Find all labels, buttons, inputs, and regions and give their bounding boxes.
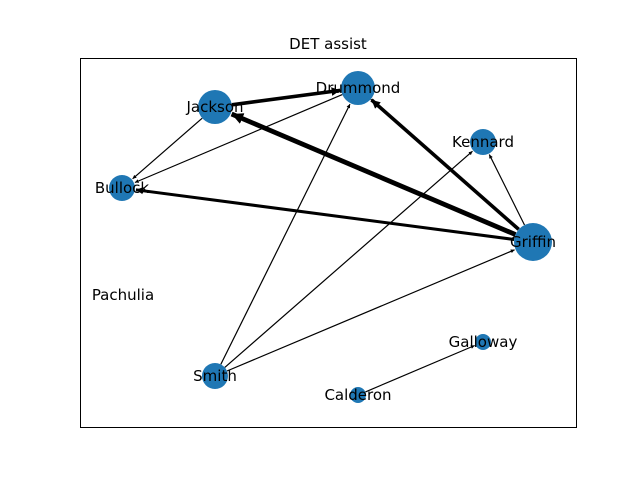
edges-layer: [132, 87, 526, 393]
node-drummond: [341, 71, 375, 105]
node-label-pachulia: Pachulia: [92, 286, 154, 304]
edge-smith-to-griffin: [226, 249, 515, 372]
node-jackson: [198, 90, 232, 124]
edge-griffin-to-drummond: [370, 98, 520, 231]
edge-griffin-to-bullock: [135, 187, 515, 241]
node-bullock: [109, 175, 135, 201]
edge-jackson-to-drummond: [231, 87, 341, 107]
nodes-layer: [109, 71, 552, 403]
node-kennard: [470, 129, 496, 155]
node-label-galloway: Galloway: [449, 333, 518, 351]
edge-jackson-to-bullock: [132, 117, 203, 180]
node-label-smith: Smith: [193, 367, 237, 385]
node-label-jackson: Jackson: [185, 98, 243, 116]
edge-griffin-to-jackson: [230, 111, 517, 237]
chart-title: DET assist: [289, 35, 367, 53]
node-calderon: [350, 387, 366, 403]
node-smith: [202, 363, 228, 389]
node-label-bullock: Bullock: [95, 179, 150, 197]
node-label-kennard: Kennard: [452, 133, 514, 151]
labels-layer: Jackson Drummond Kennard Bullock Griffin Pach…: [92, 79, 556, 404]
node-label-calderon: Calderon: [324, 386, 391, 404]
node-label-griffin: Griffin: [510, 233, 556, 251]
node-galloway: [475, 334, 491, 350]
node-label-drummond: Drummond: [316, 79, 401, 97]
edge-smith-to-kennard: [224, 150, 473, 368]
node-griffin: [514, 223, 552, 261]
edge-calderon-to-galloway: [365, 344, 475, 393]
edge-smith-to-drummond: [220, 103, 351, 365]
plot-frame: [80, 58, 577, 428]
edge-drummond-to-bullock: [134, 94, 343, 184]
edge-griffin-to-kennard: [488, 154, 526, 226]
